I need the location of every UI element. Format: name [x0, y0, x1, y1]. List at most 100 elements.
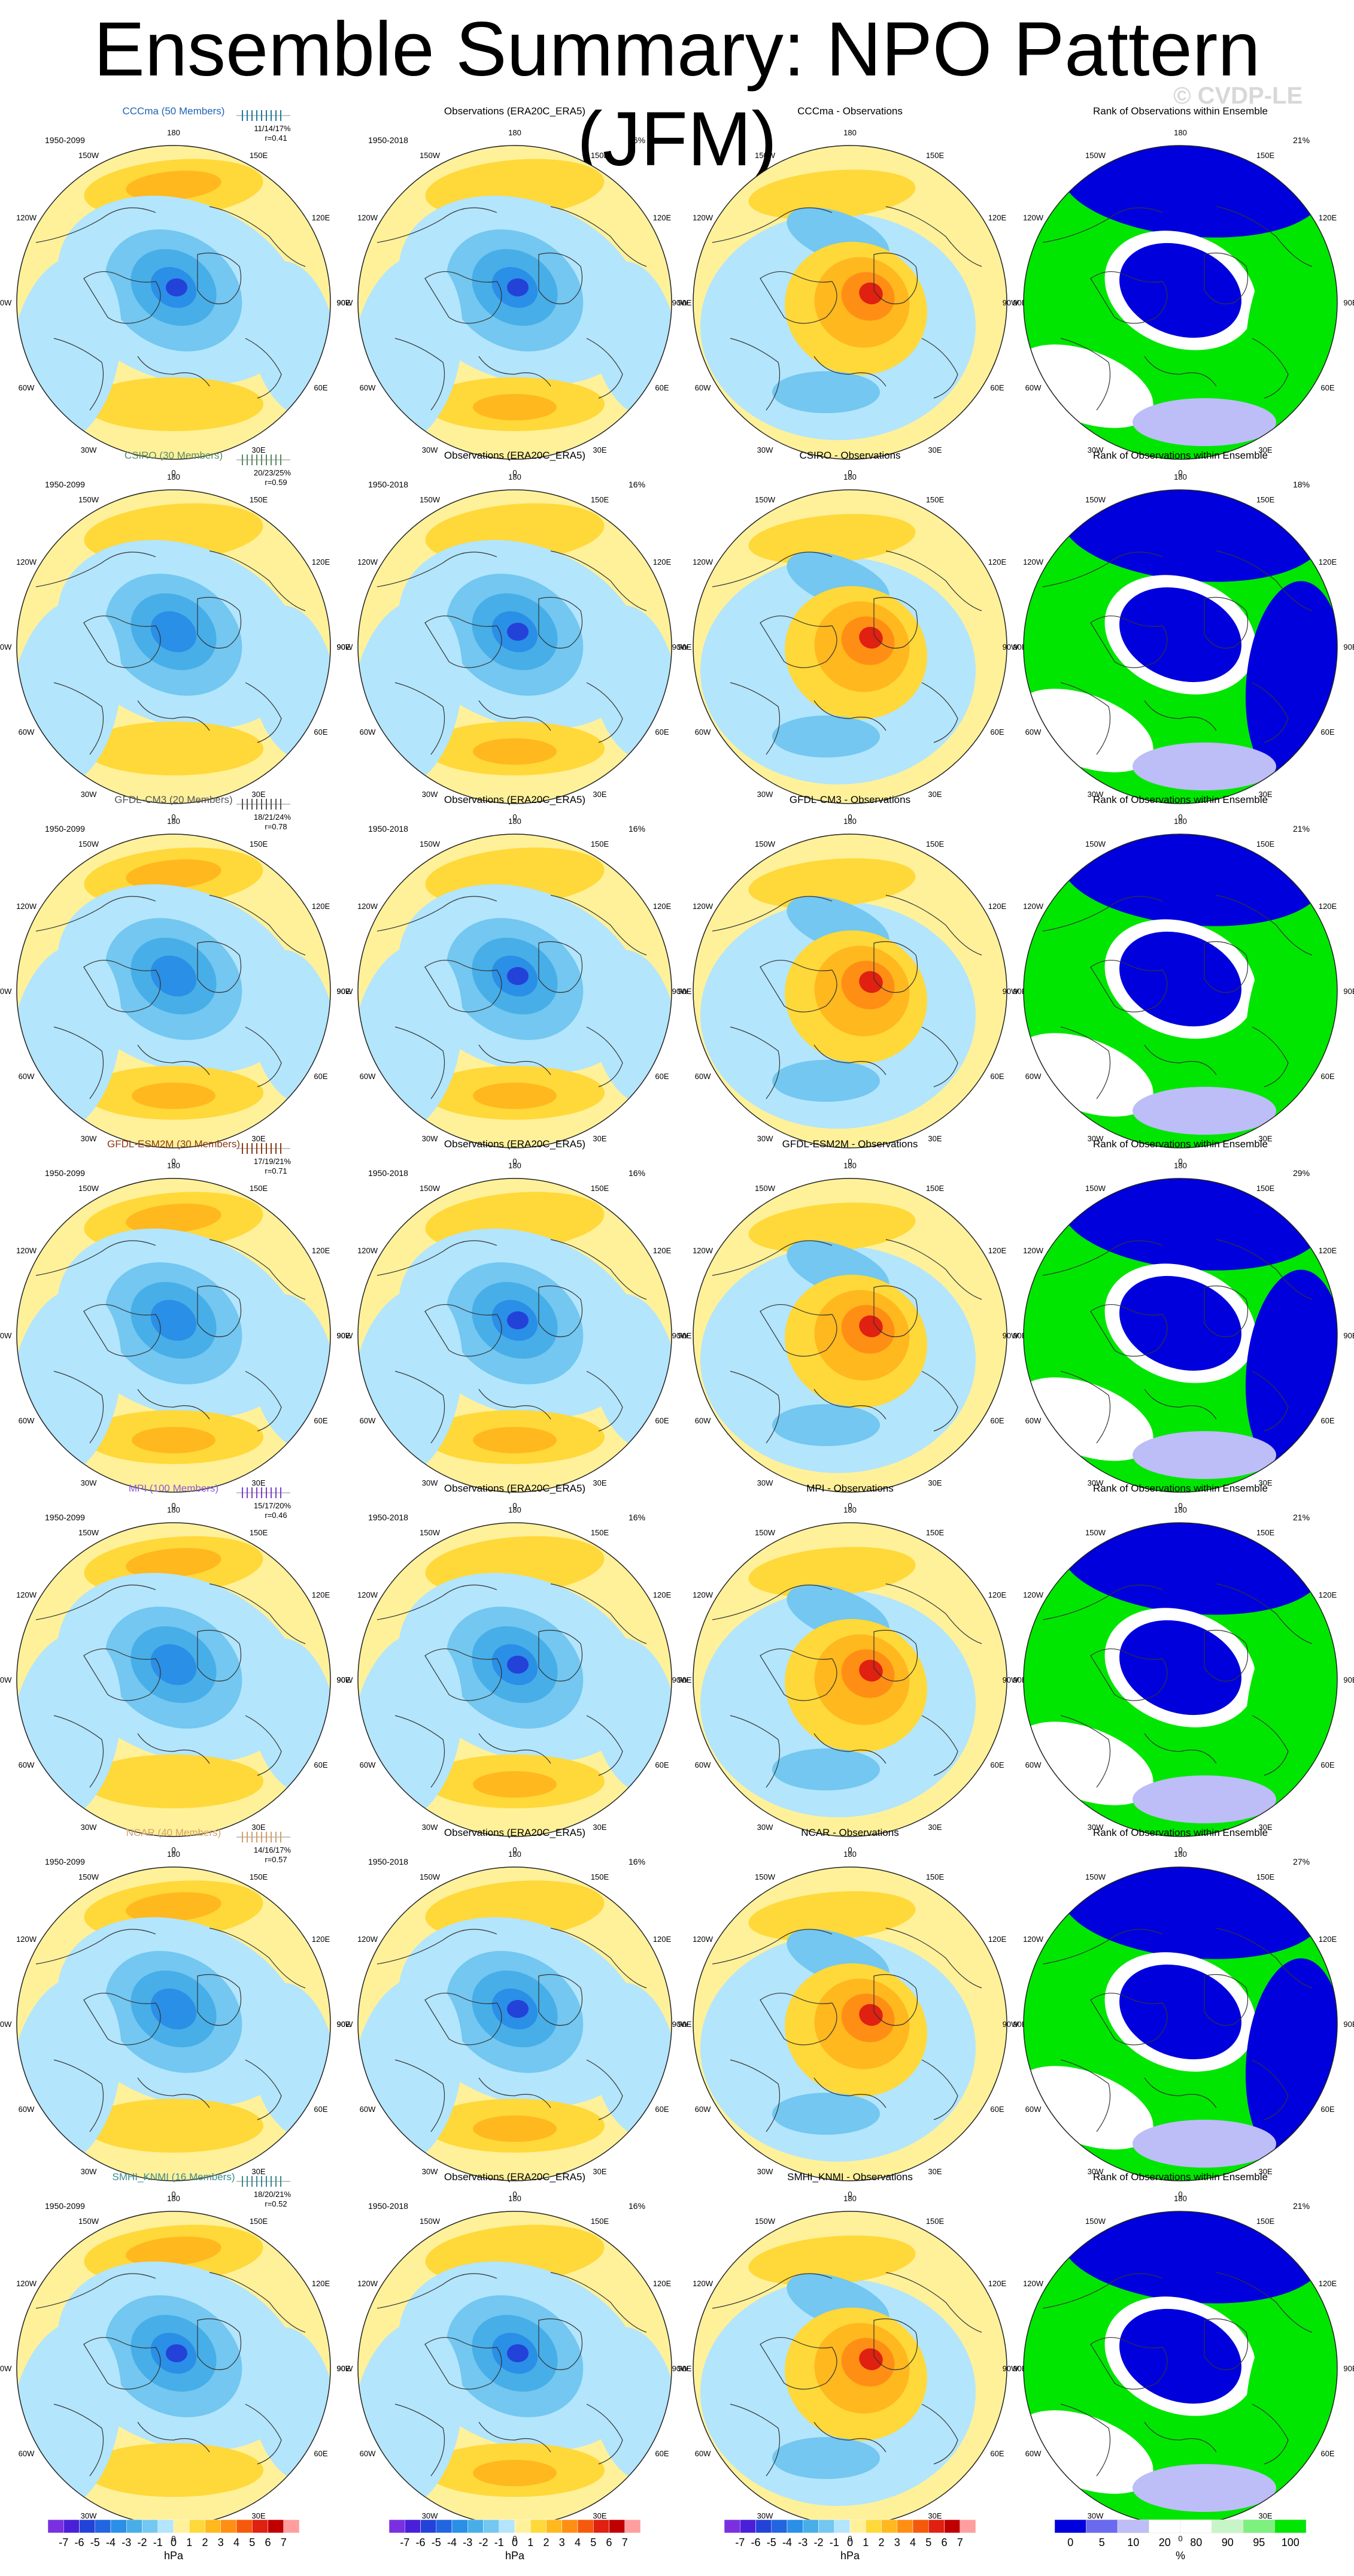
longitude-label: 120W [1023, 2279, 1044, 2288]
longitude-label: 150E [926, 840, 945, 848]
contour-fill [1133, 398, 1276, 446]
pct-label: 21% [1293, 2201, 1310, 2211]
longitude-label: 90W [672, 987, 688, 996]
coastline [885, 2272, 982, 2333]
longitude-label: 60E [1320, 1760, 1334, 1769]
longitude-label: 180 [508, 1505, 521, 1514]
coastline [1090, 271, 1168, 324]
map-field [358, 146, 672, 459]
panel-title: Observations (ERA20C_ERA5) [444, 1138, 585, 1150]
longitude-label: 60E [990, 1416, 1004, 1425]
coastline [1042, 551, 1163, 587]
panel-model: GFDL-CM3 (20 Members) 1950-2099 18/21/24%r… [0, 794, 351, 1166]
map-field [17, 1178, 330, 1492]
colorbar-tick-label: 0 [1067, 2536, 1073, 2548]
longitude-label: 60W [1025, 728, 1042, 737]
longitude-label: 30W [422, 2167, 438, 2176]
map-border [693, 1178, 1007, 1493]
map-border [1023, 489, 1338, 804]
longitude-label: 150E [250, 2217, 268, 2226]
coastline [35, 1240, 156, 1276]
longitude-label: 60E [990, 383, 1004, 392]
colorbar-tick-label: -6 [415, 2536, 425, 2548]
coastline [245, 682, 282, 743]
longitude-label: 120E [653, 2279, 672, 2288]
map-field [1024, 1867, 1337, 2181]
longitude-label: 150W [78, 1184, 99, 1193]
longitude-label: 60E [314, 1760, 327, 1769]
colorbar-swatch [1117, 2519, 1149, 2533]
coastline [813, 1389, 887, 1420]
colorbar-tick-label: -6 [751, 2536, 760, 2548]
longitude-label: 90E [678, 1675, 691, 1684]
longitude-label: 60W [360, 1760, 376, 1769]
longitude-label: 90E [336, 2364, 350, 2373]
corr-label: r=0.59 [265, 478, 287, 487]
pct-label: 27% [1293, 1857, 1310, 1866]
map-border [357, 145, 672, 460]
longitude-label: 150E [926, 1528, 945, 1537]
longitude-label: 120W [16, 1246, 37, 1255]
panel-title: Rank of Observations within Ensemble [1093, 450, 1268, 461]
longitude-label: 0 [1178, 1845, 1182, 1854]
colorbar-tick-label: 4 [233, 2536, 239, 2548]
coastline [760, 271, 837, 324]
longitude-label: 120E [653, 1246, 672, 1255]
years-label: 1950-2099 [45, 2201, 85, 2211]
longitude-label: 120W [357, 1590, 378, 1599]
coastline [1042, 1929, 1163, 1965]
longitude-label: 180 [1174, 817, 1187, 826]
longitude-label: 180 [1174, 472, 1187, 481]
coastline [730, 2059, 780, 2132]
panel-model: SMHI_KNMI (16 Members) 1950-2099 18/20/21%… [0, 2171, 351, 2543]
contour-fill [126, 1204, 221, 1234]
map-field [358, 2211, 672, 2525]
longitude-label: 120E [1319, 213, 1337, 222]
coastline [209, 1583, 306, 1644]
longitude-label: 60E [655, 1416, 669, 1425]
panel-title: Rank of Observations within Ensemble [1093, 1483, 1268, 1494]
stats-label: 20/23/25% [254, 468, 292, 477]
colorbar-swatch [960, 2519, 976, 2533]
contour-fill [1133, 1775, 1276, 1823]
coastline [377, 551, 497, 587]
longitude-label: 90W [0, 1675, 12, 1684]
contour-fill [473, 738, 557, 765]
longitude-label: 90W [0, 987, 12, 996]
panel-rank: Rank of Observations within Ensemble 27% 1… [1003, 1827, 1354, 2199]
contour-fill [772, 1748, 880, 1790]
contour-fill [126, 1548, 221, 1578]
longitude-label: 90W [672, 643, 688, 651]
longitude-label: 150E [591, 151, 609, 160]
contour-fill [132, 1083, 215, 1109]
longitude-label: 30W [81, 446, 97, 454]
contour-fill [126, 859, 221, 889]
longitude-label: 30E [928, 1134, 942, 1143]
longitude-label: 120E [988, 213, 1007, 222]
coastline [550, 1239, 647, 1300]
panel-observations: Observations (ERA20C_ERA5) 1950-2018 16% 18… [337, 105, 692, 477]
longitude-label: 150W [755, 1872, 776, 1881]
longitude-label: 120E [653, 902, 672, 911]
panel-title: Rank of Observations within Ensemble [1093, 1827, 1268, 1838]
map-border [16, 834, 331, 1148]
longitude-label: 150W [1085, 2217, 1106, 2226]
map-border [1023, 834, 1338, 1148]
coastline [53, 338, 104, 411]
coastline [137, 356, 210, 387]
longitude-label: 150W [755, 2217, 776, 2226]
longitude-label: 150W [755, 840, 776, 848]
longitude-label: 120E [653, 1590, 672, 1599]
longitude-label: 180 [508, 472, 521, 481]
longitude-label: 150E [591, 1184, 609, 1193]
longitude-label: 60E [1320, 1072, 1334, 1081]
longitude-label: 90W [1003, 298, 1019, 307]
longitude-label: 180 [167, 1505, 180, 1514]
coastline [813, 356, 887, 387]
longitude-label: 30E [251, 446, 265, 454]
coastline [921, 682, 958, 743]
colorbar-unit: hPa [505, 2550, 525, 2562]
colorbar-swatch [514, 2519, 531, 2533]
colorbar-tick-label: -4 [782, 2536, 792, 2548]
longitude-label: 60E [1320, 2105, 1334, 2114]
